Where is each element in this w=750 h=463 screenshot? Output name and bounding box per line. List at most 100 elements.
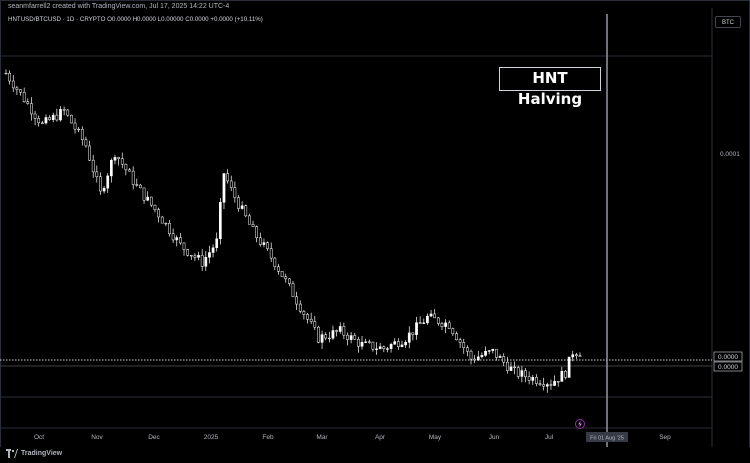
- candle-body: [48, 117, 51, 120]
- price-label: 0.0000: [718, 364, 738, 371]
- candle-body: [513, 366, 516, 369]
- candle-body: [415, 322, 418, 335]
- candle-body: [240, 205, 244, 209]
- brand-label: TradingView: [21, 450, 63, 457]
- candle-body: [55, 114, 59, 121]
- candle-body: [251, 224, 255, 227]
- candle-body: [62, 109, 66, 111]
- candle-body: [200, 255, 204, 267]
- x-tick-label: Sep: [659, 434, 671, 441]
- date-tag-label: Fri 01 Aug '25: [590, 436, 624, 442]
- candle-body: [215, 238, 219, 249]
- price-label-bg: [713, 361, 743, 372]
- candle-body: [476, 356, 480, 361]
- candle-body: [553, 381, 556, 386]
- candle-body: [447, 322, 451, 329]
- candle-body: [113, 157, 117, 161]
- candle-body: [33, 113, 37, 119]
- candle-body: [189, 254, 193, 257]
- footer: [0, 447, 750, 463]
- candle-body: [102, 187, 106, 192]
- candle-body: [175, 237, 179, 241]
- candle-body: [204, 257, 208, 267]
- candle-body: [309, 318, 313, 322]
- candle-body: [357, 338, 360, 347]
- x-tick-label: Dec: [148, 434, 160, 441]
- candle-body: [455, 333, 458, 341]
- candle-body: [371, 341, 375, 350]
- candle-body: [422, 322, 426, 324]
- candle-body: [222, 173, 226, 203]
- candle-body: [66, 109, 70, 116]
- candle-body: [106, 175, 110, 189]
- candle-body: [462, 342, 466, 348]
- symbol-info: HNTUSD/BTCUSD · 1D · CRYPTO O0.0000 H0.0…: [8, 16, 263, 23]
- candle-body: [288, 278, 291, 284]
- candle-body: [411, 332, 415, 335]
- candle-body: [248, 215, 251, 225]
- chart-lines: [0, 8, 713, 447]
- candle-body: [26, 101, 30, 104]
- candle-body: [211, 247, 215, 253]
- candle-body: [99, 176, 102, 192]
- candle-body: [338, 326, 342, 332]
- candle-body: [567, 356, 571, 378]
- tradingview-brand[interactable]: TradingView: [6, 449, 62, 458]
- candle-body: [404, 342, 407, 346]
- candle-body: [444, 322, 447, 327]
- candle-body: [349, 335, 353, 340]
- candle-body: [389, 343, 393, 349]
- candle-body: [226, 173, 229, 182]
- candle-body: [378, 346, 382, 350]
- candle-body: [375, 348, 378, 350]
- candle-body: [153, 204, 157, 211]
- candle-body: [418, 322, 422, 324]
- candle-body: [124, 163, 128, 171]
- halving-annotation[interactable]: HNT Halving: [499, 67, 601, 108]
- candle-body: [433, 313, 437, 319]
- candle-body: [182, 242, 186, 250]
- candle-body: [84, 139, 88, 147]
- candle-body: [4, 72, 8, 75]
- candle-body: [179, 237, 182, 244]
- candle-body: [527, 376, 531, 381]
- candle-body: [197, 255, 200, 258]
- candle-body: [37, 118, 41, 124]
- candle-body: [440, 323, 444, 327]
- candle-body: [484, 350, 487, 356]
- candle-body: [233, 187, 237, 198]
- candle-body: [80, 129, 84, 141]
- candle-body: [258, 237, 262, 245]
- candle-body: [11, 80, 15, 89]
- candle-body: [400, 344, 404, 347]
- candle-body: [266, 242, 269, 249]
- candle-body: [535, 377, 538, 384]
- x-axis: OctNovDec2025FebMarAprMayJunJulAugSepFri…: [34, 419, 671, 442]
- lightning-icon[interactable]: [575, 419, 585, 429]
- currency-badge[interactable]: BTC: [715, 16, 741, 28]
- candle-body: [160, 216, 164, 224]
- candle-body: [538, 383, 542, 385]
- candle-body: [458, 339, 462, 343]
- candle-body: [560, 371, 564, 382]
- candle-body: [556, 381, 560, 383]
- candle-body: [346, 334, 349, 340]
- candle-body: [545, 384, 549, 387]
- candle-body: [564, 371, 567, 378]
- candle-body: [291, 283, 295, 298]
- candle-body: [168, 223, 171, 235]
- candle-body: [44, 117, 48, 124]
- candle-body: [262, 242, 266, 245]
- candle-body: [128, 169, 131, 172]
- candle-body: [146, 196, 150, 201]
- x-tick-label: 2025: [204, 434, 219, 441]
- x-tick-label: Nov: [91, 434, 103, 441]
- candle-body: [280, 271, 284, 278]
- candle-body: [142, 187, 146, 201]
- candle-body: [331, 330, 335, 339]
- candle-body: [8, 73, 11, 82]
- candle-body: [407, 332, 411, 343]
- candle-body: [22, 91, 26, 102]
- candle-body: [40, 122, 44, 124]
